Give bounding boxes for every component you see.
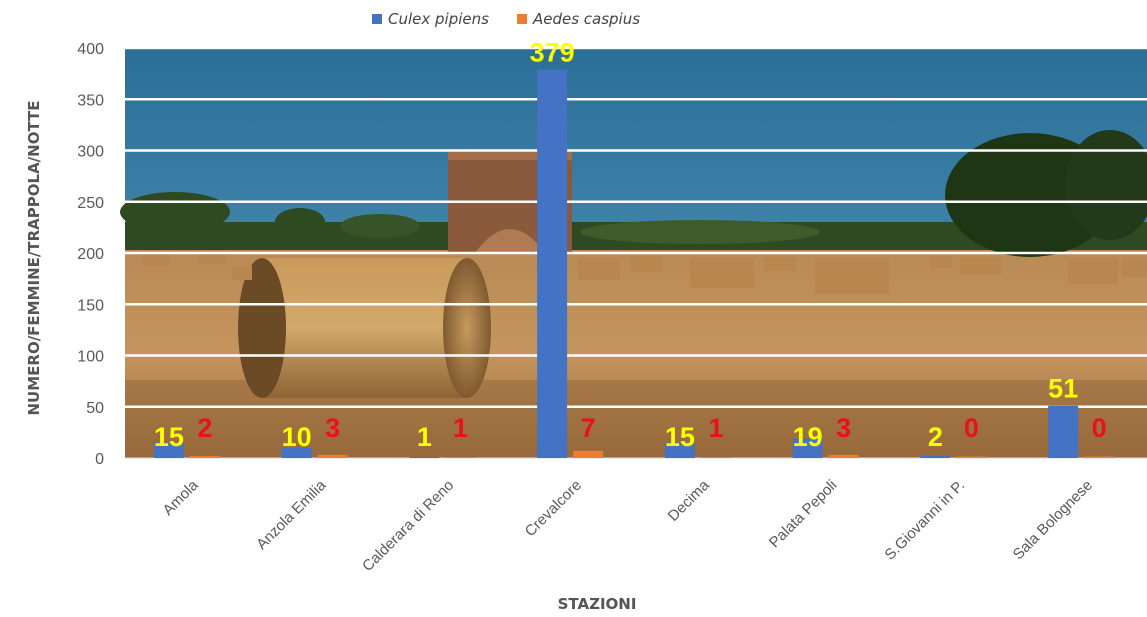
data-label-series-2: 1	[708, 413, 723, 443]
bar-series-1	[920, 455, 951, 458]
data-label-series-1: 15	[154, 422, 184, 452]
legend-swatch-series-2	[516, 14, 527, 24]
bar-series-2	[573, 450, 604, 458]
data-label-series-1: 19	[793, 422, 823, 452]
bar-series-2	[828, 454, 859, 458]
data-label-series-2: 7	[581, 413, 596, 443]
bar-series-2	[445, 456, 476, 458]
bar-series-2	[700, 456, 731, 458]
legend-item-series-1: Culex pipiens	[372, 10, 489, 28]
x-tick-label: Amola	[160, 476, 203, 519]
x-axis-label: STAZIONI	[557, 595, 637, 613]
x-tick-label: Calderara di Reno	[359, 477, 457, 575]
bar-series-2	[317, 454, 348, 458]
data-label-series-1: 51	[1048, 374, 1078, 404]
y-tick-label: 50	[86, 400, 104, 417]
data-label-series-1: 10	[282, 422, 312, 452]
legend-swatch-series-1	[372, 14, 382, 24]
bar-series-2	[189, 455, 220, 458]
y-tick-label: 100	[77, 349, 104, 366]
gridlines	[125, 46, 1147, 459]
bar-series-2	[956, 456, 987, 458]
legend-label-series-1: Culex pipiens	[388, 10, 489, 28]
bar-series-1	[281, 447, 312, 458]
bar-series-1	[153, 442, 184, 458]
x-tick-label: S.Giovanni in P.	[881, 477, 968, 564]
x-tick-label: Anzola Emilia	[253, 476, 330, 553]
y-tick-label: 300	[77, 144, 104, 161]
legend-item-series-2: Aedes caspius	[516, 10, 641, 28]
y-tick-label: 250	[77, 195, 104, 212]
x-tick-label: Crevalcore	[522, 477, 585, 540]
data-label-series-1: 1	[417, 422, 432, 452]
bar-series-2	[1084, 456, 1115, 458]
y-tick-label: 150	[77, 297, 104, 314]
x-tick-label: Decima	[665, 476, 713, 524]
bar-series-1	[1048, 405, 1079, 458]
y-tick-label: 0	[95, 451, 104, 468]
y-axis-label: NUMERO/FEMMINE/TRAPPOLA/NOTTE	[25, 100, 43, 416]
bar-series-1	[537, 69, 568, 459]
data-label-series-2: 0	[1092, 413, 1107, 443]
legend-label-series-2: Aedes caspius	[532, 10, 641, 28]
y-tick-label: 200	[77, 246, 104, 263]
y-tick-label: 400	[77, 41, 104, 58]
x-axis-ticks: Amola Anzola Emilia Calderara di Reno Creva…	[160, 476, 1096, 575]
data-label-series-1: 379	[530, 38, 575, 68]
data-label-series-2: 3	[836, 413, 851, 443]
bar-series-1	[409, 456, 440, 458]
data-label-series-2: 0	[964, 413, 979, 443]
x-tick-label: Sala Bolognese	[1010, 477, 1096, 563]
bar-series-1	[664, 442, 695, 458]
data-label-series-1: 15	[665, 422, 695, 452]
legend: Culex pipiens Aedes caspius	[372, 10, 640, 28]
data-label-series-2: 1	[453, 413, 468, 443]
bar-series-1	[792, 438, 823, 458]
bars	[153, 69, 1115, 459]
data-label-series-2: 3	[325, 413, 340, 443]
y-axis-ticks: 0 50 100 150 200 250 300 350 400	[77, 41, 104, 468]
data-label-series-1: 2	[928, 422, 943, 452]
data-label-series-2: 2	[197, 413, 212, 443]
x-tick-label: Palata Pepoli	[766, 477, 841, 552]
y-tick-label: 350	[77, 92, 104, 109]
